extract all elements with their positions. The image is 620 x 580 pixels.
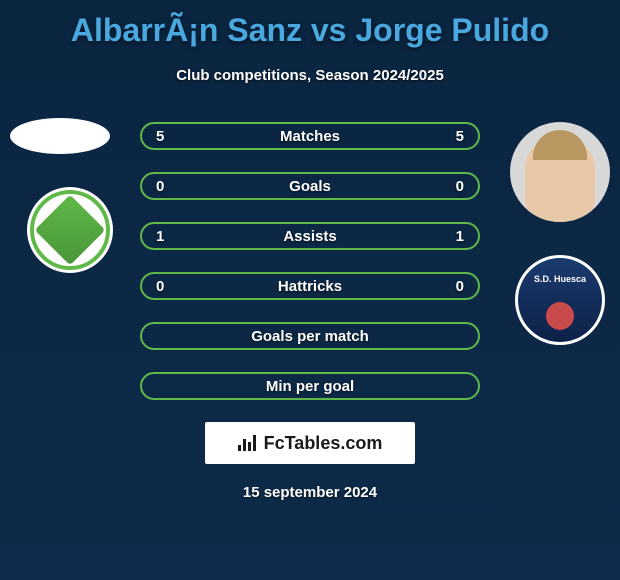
stat-row: 5 Matches 5 — [0, 122, 620, 150]
stat-pill-mpg: Min per goal — [140, 372, 480, 400]
stat-label: Min per goal — [266, 378, 354, 395]
stat-row: Goals per match — [0, 322, 620, 350]
logo-box: FcTables.com — [205, 422, 415, 464]
stat-label: Hattricks — [278, 278, 342, 295]
stat-label: Goals — [289, 178, 331, 195]
stat-right-value: 1 — [456, 228, 464, 245]
stat-left-value: 0 — [156, 178, 164, 195]
logo-chart-icon — [238, 435, 258, 451]
stat-pill-goals: 0 Goals 0 — [140, 172, 480, 200]
subtitle: Club competitions, Season 2024/2025 — [0, 67, 620, 84]
stat-row: Min per goal — [0, 372, 620, 400]
stat-row: 0 Goals 0 — [0, 172, 620, 200]
stat-pill-matches: 5 Matches 5 — [140, 122, 480, 150]
stat-right-value: 0 — [456, 278, 464, 295]
stat-row: 0 Hattricks 0 — [0, 272, 620, 300]
stat-row: 1 Assists 1 — [0, 222, 620, 250]
stat-pill-gpm: Goals per match — [140, 322, 480, 350]
logo-text: FcTables.com — [264, 433, 383, 454]
stat-left-value: 0 — [156, 278, 164, 295]
date-text: 15 september 2024 — [0, 484, 620, 501]
stat-left-value: 5 — [156, 128, 164, 145]
stat-right-value: 5 — [456, 128, 464, 145]
stat-left-value: 1 — [156, 228, 164, 245]
stat-pill-hattricks: 0 Hattricks 0 — [140, 272, 480, 300]
stat-pill-assists: 1 Assists 1 — [140, 222, 480, 250]
stat-right-value: 0 — [456, 178, 464, 195]
stat-label: Matches — [280, 128, 340, 145]
stat-label: Assists — [283, 228, 336, 245]
stat-label: Goals per match — [251, 328, 369, 345]
comparison-title: AlbarrÃ¡n Sanz vs Jorge Pulido — [0, 0, 620, 49]
stats-container: 5 Matches 5 0 Goals 0 1 Assists 1 0 Hatt… — [0, 122, 620, 400]
